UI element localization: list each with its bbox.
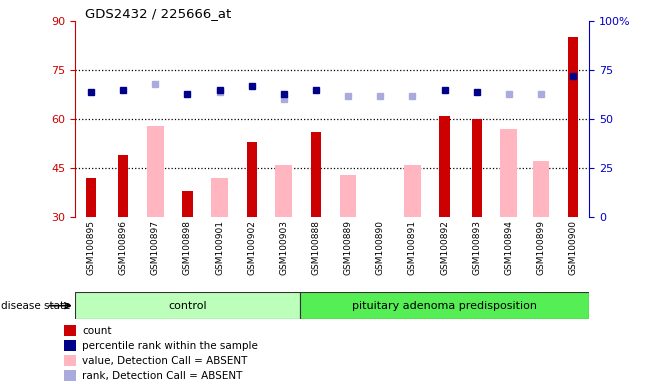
Text: GSM100899: GSM100899 bbox=[536, 220, 546, 275]
Bar bbox=[182, 191, 193, 217]
Text: GSM100894: GSM100894 bbox=[505, 220, 513, 275]
Text: GSM100903: GSM100903 bbox=[279, 220, 288, 275]
Text: GSM100891: GSM100891 bbox=[408, 220, 417, 275]
Text: GSM100893: GSM100893 bbox=[472, 220, 481, 275]
Text: GSM100889: GSM100889 bbox=[344, 220, 353, 275]
Text: count: count bbox=[82, 326, 111, 336]
Text: GSM100890: GSM100890 bbox=[376, 220, 385, 275]
Text: GDS2432 / 225666_at: GDS2432 / 225666_at bbox=[85, 7, 231, 20]
FancyBboxPatch shape bbox=[300, 292, 589, 319]
Bar bbox=[275, 165, 292, 217]
Bar bbox=[64, 325, 76, 336]
Text: GSM100897: GSM100897 bbox=[151, 220, 159, 275]
Bar bbox=[471, 119, 482, 217]
Text: GSM100896: GSM100896 bbox=[118, 220, 128, 275]
Text: rank, Detection Call = ABSENT: rank, Detection Call = ABSENT bbox=[82, 371, 242, 381]
Bar bbox=[439, 116, 450, 217]
Text: GSM100901: GSM100901 bbox=[215, 220, 224, 275]
Bar bbox=[247, 142, 256, 217]
Bar bbox=[533, 162, 549, 217]
Text: GSM100898: GSM100898 bbox=[183, 220, 192, 275]
Text: disease state: disease state bbox=[1, 301, 71, 311]
Bar bbox=[501, 129, 517, 217]
Bar bbox=[568, 38, 578, 217]
Bar bbox=[404, 165, 421, 217]
Text: control: control bbox=[168, 301, 206, 311]
Text: percentile rank within the sample: percentile rank within the sample bbox=[82, 341, 258, 351]
Text: pituitary adenoma predisposition: pituitary adenoma predisposition bbox=[352, 301, 537, 311]
Bar bbox=[64, 355, 76, 366]
Bar bbox=[118, 155, 128, 217]
Bar bbox=[211, 178, 228, 217]
Text: GSM100888: GSM100888 bbox=[311, 220, 320, 275]
Bar bbox=[147, 126, 163, 217]
Bar bbox=[64, 370, 76, 381]
Text: GSM100900: GSM100900 bbox=[568, 220, 577, 275]
Bar bbox=[64, 340, 76, 351]
Text: value, Detection Call = ABSENT: value, Detection Call = ABSENT bbox=[82, 356, 247, 366]
Bar bbox=[86, 178, 96, 217]
Text: GSM100902: GSM100902 bbox=[247, 220, 256, 275]
Bar bbox=[340, 175, 357, 217]
FancyBboxPatch shape bbox=[75, 292, 300, 319]
Bar bbox=[311, 132, 321, 217]
Text: GSM100895: GSM100895 bbox=[87, 220, 96, 275]
Text: GSM100892: GSM100892 bbox=[440, 220, 449, 275]
